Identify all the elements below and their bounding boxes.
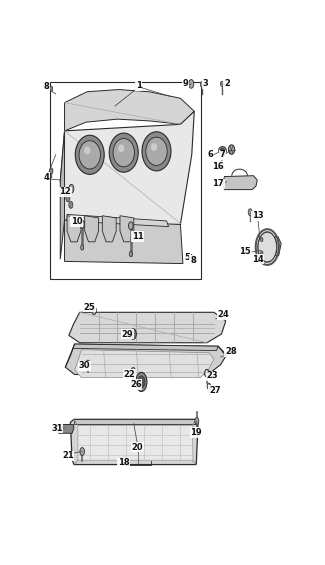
Circle shape [80, 220, 84, 228]
Circle shape [258, 232, 276, 263]
Circle shape [138, 376, 145, 388]
Text: 6: 6 [208, 150, 214, 159]
Text: 13: 13 [252, 211, 264, 220]
Polygon shape [60, 131, 65, 259]
Circle shape [194, 258, 197, 263]
Text: 27: 27 [209, 386, 221, 395]
Polygon shape [60, 111, 194, 227]
Circle shape [128, 222, 133, 229]
Ellipse shape [228, 145, 235, 154]
Circle shape [49, 168, 53, 174]
Text: 19: 19 [190, 428, 202, 437]
Text: 9: 9 [183, 80, 189, 88]
Text: 11: 11 [132, 232, 143, 241]
Text: 15: 15 [239, 247, 251, 256]
Ellipse shape [220, 148, 225, 153]
Text: 26: 26 [130, 380, 142, 389]
Polygon shape [102, 216, 116, 242]
Circle shape [131, 368, 136, 375]
Circle shape [207, 383, 211, 389]
Circle shape [80, 447, 84, 455]
Text: 8: 8 [190, 256, 196, 265]
Text: 16: 16 [212, 162, 224, 171]
Text: 18: 18 [118, 458, 130, 467]
Circle shape [86, 360, 90, 367]
Text: 5: 5 [184, 253, 190, 262]
Circle shape [69, 201, 73, 208]
Circle shape [66, 195, 70, 202]
Circle shape [248, 208, 252, 216]
Polygon shape [69, 312, 226, 343]
Circle shape [69, 184, 74, 193]
Ellipse shape [84, 146, 90, 154]
Ellipse shape [109, 133, 138, 172]
Text: 7: 7 [220, 150, 225, 159]
Circle shape [130, 329, 136, 339]
Text: 14: 14 [252, 255, 264, 264]
Polygon shape [65, 344, 227, 375]
Polygon shape [85, 216, 98, 242]
Text: 10: 10 [71, 217, 82, 226]
Circle shape [200, 82, 203, 87]
Polygon shape [73, 344, 218, 350]
Text: 2: 2 [224, 80, 230, 88]
Text: 28: 28 [225, 347, 237, 356]
Circle shape [261, 237, 263, 242]
Text: 29: 29 [122, 329, 133, 338]
Circle shape [195, 418, 199, 424]
Text: 31: 31 [51, 424, 63, 433]
Circle shape [50, 86, 53, 92]
Circle shape [81, 245, 84, 250]
Ellipse shape [113, 138, 135, 167]
Text: 12: 12 [59, 187, 71, 196]
Polygon shape [78, 425, 193, 460]
Ellipse shape [219, 146, 226, 154]
Ellipse shape [131, 331, 136, 337]
Ellipse shape [118, 145, 124, 152]
Polygon shape [65, 220, 183, 263]
Polygon shape [67, 214, 169, 227]
Circle shape [261, 251, 263, 255]
Ellipse shape [142, 132, 171, 171]
Text: 8: 8 [43, 81, 49, 90]
Circle shape [205, 370, 209, 377]
Text: 17: 17 [212, 180, 224, 189]
Polygon shape [70, 419, 198, 464]
Text: 25: 25 [84, 303, 96, 311]
Polygon shape [75, 350, 214, 377]
Circle shape [220, 81, 224, 86]
Text: 4: 4 [43, 173, 49, 182]
Text: 24: 24 [217, 310, 229, 319]
Polygon shape [120, 216, 134, 242]
Ellipse shape [151, 143, 157, 151]
Circle shape [129, 251, 132, 257]
Ellipse shape [75, 135, 104, 175]
Text: 22: 22 [124, 370, 135, 379]
Text: 21: 21 [62, 451, 74, 460]
Circle shape [136, 372, 147, 392]
Polygon shape [223, 176, 257, 190]
Circle shape [92, 307, 96, 315]
Text: 20: 20 [132, 442, 143, 451]
Polygon shape [56, 424, 74, 433]
Polygon shape [260, 237, 281, 256]
Text: 1: 1 [136, 81, 142, 90]
Circle shape [189, 254, 193, 260]
Ellipse shape [79, 141, 100, 169]
Text: 3: 3 [203, 80, 208, 88]
Polygon shape [67, 216, 81, 242]
Text: 23: 23 [207, 371, 218, 380]
Text: 30: 30 [79, 361, 90, 370]
Ellipse shape [146, 137, 167, 166]
Polygon shape [65, 89, 194, 131]
Bar [50, 82, 201, 279]
Polygon shape [74, 419, 196, 424]
Circle shape [189, 80, 194, 88]
